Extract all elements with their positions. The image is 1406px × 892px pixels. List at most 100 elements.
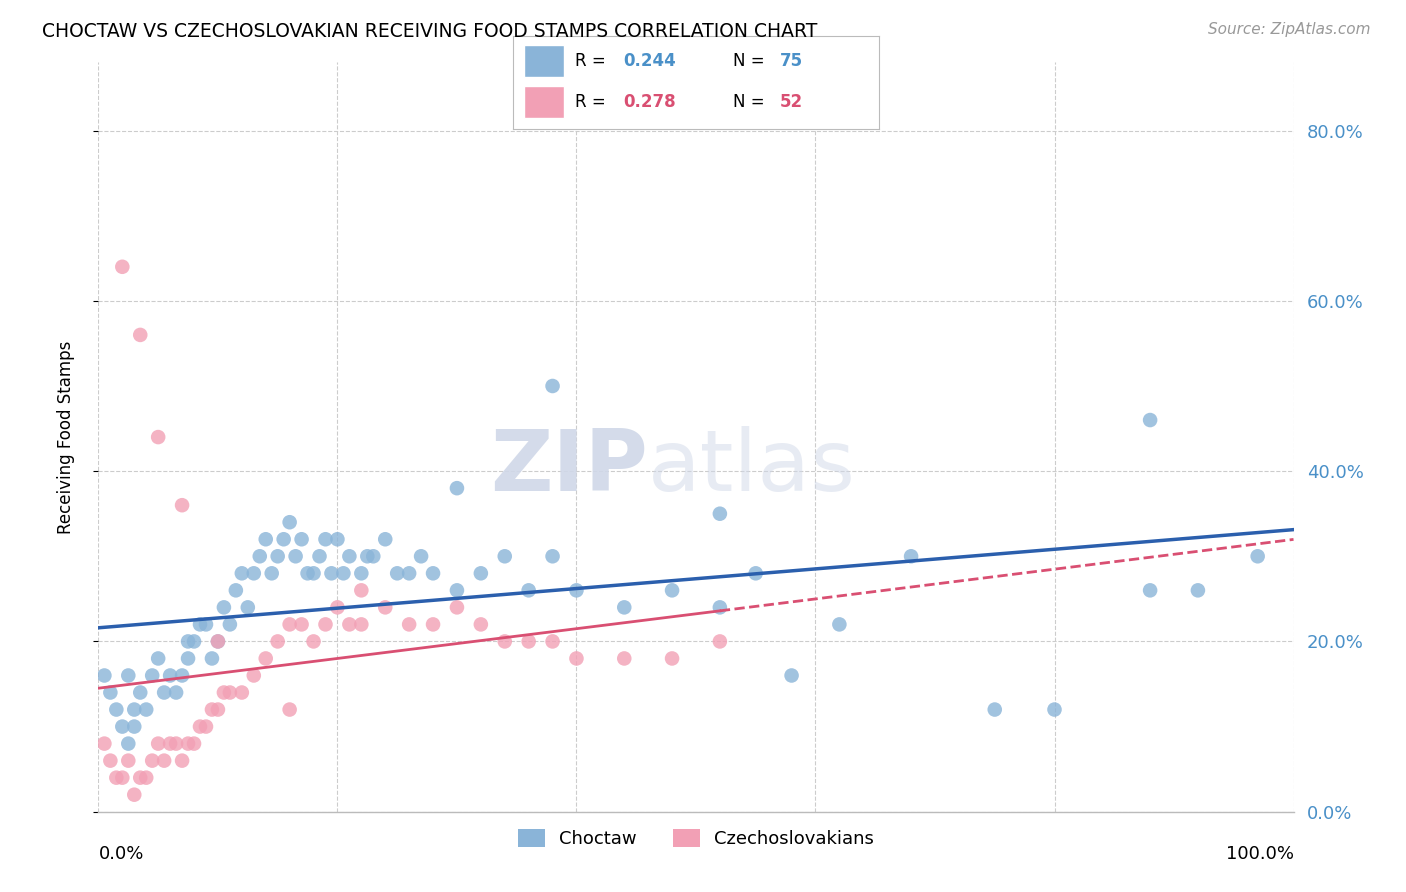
- Point: [201, 651, 224, 665]
- Point: [613, 600, 636, 615]
- Point: [188, 720, 211, 734]
- Point: [105, 771, 128, 785]
- Point: [661, 651, 683, 665]
- Point: [236, 600, 259, 615]
- Point: [278, 617, 301, 632]
- Point: [339, 617, 361, 632]
- Text: R =: R =: [575, 52, 612, 70]
- Point: [709, 634, 731, 648]
- Point: [1139, 583, 1161, 598]
- Point: [273, 533, 295, 547]
- Point: [117, 668, 139, 682]
- Point: [1247, 549, 1270, 564]
- Point: [135, 702, 157, 716]
- Point: [828, 617, 851, 632]
- Point: [172, 498, 194, 512]
- Point: [105, 702, 128, 716]
- Point: [219, 685, 242, 699]
- Point: [172, 754, 194, 768]
- Point: [339, 549, 361, 564]
- Point: [172, 668, 194, 682]
- Point: [267, 549, 290, 564]
- Point: [517, 583, 540, 598]
- Point: [661, 583, 683, 598]
- Point: [207, 634, 229, 648]
- Point: [111, 260, 134, 274]
- Point: [177, 651, 200, 665]
- Point: [517, 634, 540, 648]
- Point: [207, 634, 229, 648]
- Point: [153, 754, 176, 768]
- Point: [183, 737, 205, 751]
- Point: [446, 583, 468, 598]
- Point: [231, 685, 253, 699]
- Point: [129, 771, 152, 785]
- Point: [302, 566, 325, 581]
- Point: [141, 668, 163, 682]
- Point: [93, 737, 115, 751]
- Point: [135, 771, 157, 785]
- Point: [159, 668, 181, 682]
- Point: [350, 583, 373, 598]
- Point: [321, 566, 343, 581]
- Point: [124, 788, 146, 802]
- Point: [297, 566, 319, 581]
- Point: [1139, 413, 1161, 427]
- Point: [254, 651, 277, 665]
- Point: [541, 379, 564, 393]
- Text: 0.244: 0.244: [623, 52, 676, 70]
- Point: [900, 549, 922, 564]
- Point: [613, 651, 636, 665]
- Point: [249, 549, 271, 564]
- Point: [291, 617, 314, 632]
- Text: ZIP: ZIP: [491, 425, 648, 508]
- Text: atlas: atlas: [648, 425, 856, 508]
- Point: [541, 634, 564, 648]
- Point: [148, 430, 170, 444]
- Text: Source: ZipAtlas.com: Source: ZipAtlas.com: [1208, 22, 1371, 37]
- Point: [212, 685, 235, 699]
- Point: [195, 720, 218, 734]
- Point: [411, 549, 433, 564]
- Text: 100.0%: 100.0%: [1226, 846, 1294, 863]
- Legend: Choctaw, Czechoslovakians: Choctaw, Czechoslovakians: [510, 822, 882, 855]
- Point: [374, 600, 396, 615]
- Text: 75: 75: [780, 52, 803, 70]
- Point: [494, 549, 516, 564]
- Point: [709, 507, 731, 521]
- Point: [565, 651, 588, 665]
- Point: [356, 549, 378, 564]
- Point: [177, 634, 200, 648]
- Point: [231, 566, 253, 581]
- Point: [709, 600, 731, 615]
- Point: [129, 327, 152, 342]
- Point: [159, 737, 181, 751]
- Point: [124, 702, 146, 716]
- Point: [363, 549, 385, 564]
- Point: [117, 737, 139, 751]
- FancyBboxPatch shape: [524, 87, 564, 118]
- Point: [165, 737, 187, 751]
- Point: [984, 702, 1007, 716]
- Text: 52: 52: [780, 93, 803, 112]
- Point: [148, 651, 170, 665]
- Point: [470, 566, 492, 581]
- Point: [219, 617, 242, 632]
- Point: [350, 566, 373, 581]
- Y-axis label: Receiving Food Stamps: Receiving Food Stamps: [56, 341, 75, 533]
- Point: [315, 617, 337, 632]
- Point: [129, 685, 152, 699]
- Point: [183, 634, 205, 648]
- Text: R =: R =: [575, 93, 612, 112]
- Point: [111, 720, 134, 734]
- Point: [165, 685, 187, 699]
- Point: [470, 617, 492, 632]
- Point: [350, 617, 373, 632]
- Text: CHOCTAW VS CZECHOSLOVAKIAN RECEIVING FOOD STAMPS CORRELATION CHART: CHOCTAW VS CZECHOSLOVAKIAN RECEIVING FOO…: [42, 22, 817, 41]
- Point: [117, 754, 139, 768]
- Point: [1187, 583, 1209, 598]
- Point: [153, 685, 176, 699]
- Point: [308, 549, 330, 564]
- Point: [374, 533, 396, 547]
- Text: 0.0%: 0.0%: [98, 846, 143, 863]
